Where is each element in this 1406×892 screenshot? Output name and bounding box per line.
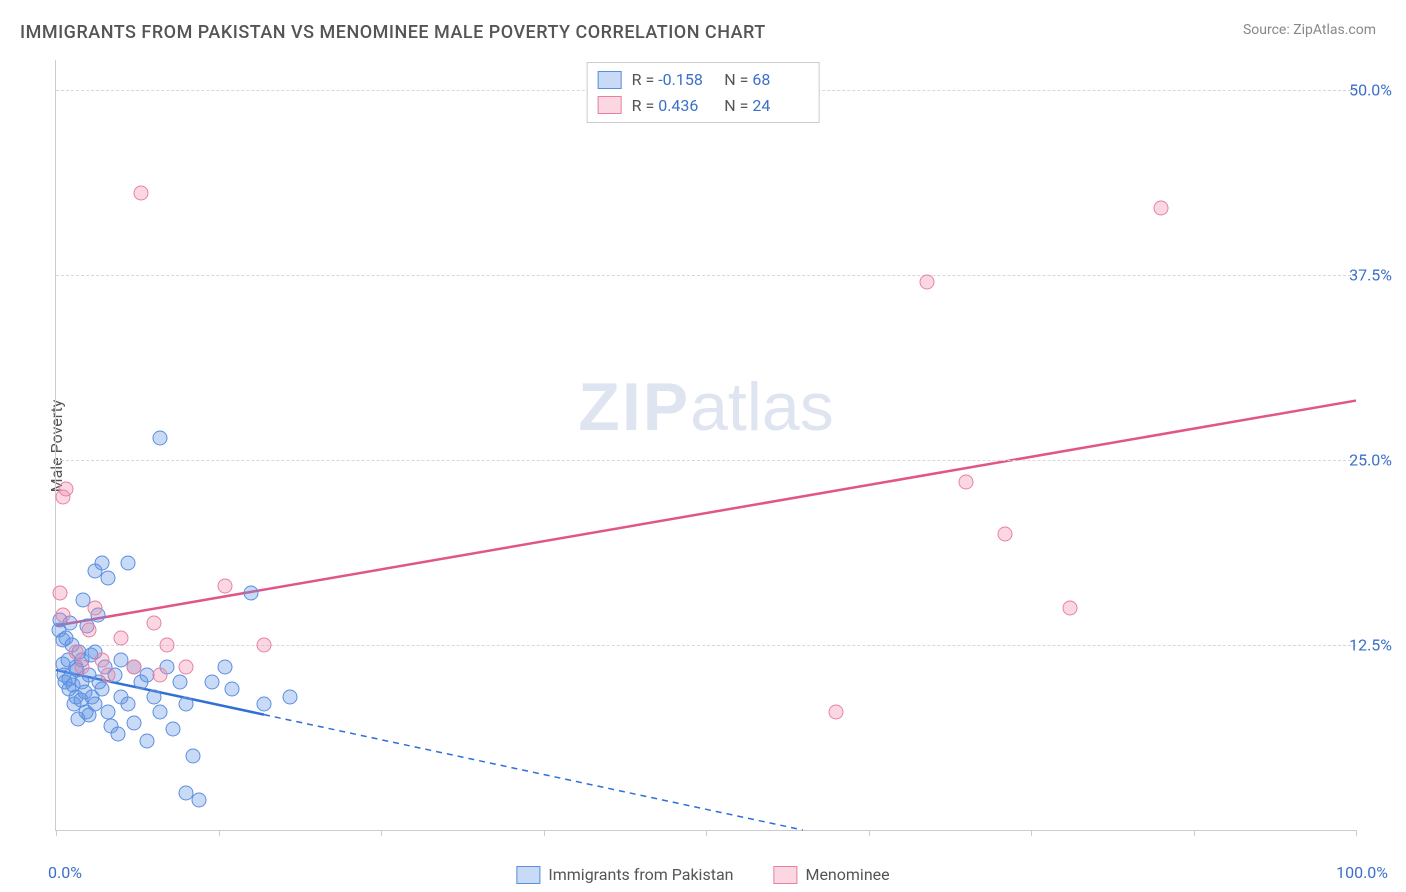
trend-lines [56,60,1356,830]
legend-label: Immigrants from Pakistan [548,865,733,884]
data-point [52,586,67,601]
legend-r-label: R = -0.158 [632,67,715,93]
data-point [146,615,161,630]
data-point [94,652,109,667]
data-point [257,637,272,652]
data-point [55,608,70,623]
data-point [101,667,116,682]
legend-label: Menominee [805,865,889,884]
legend-row: R = -0.158 N = 68 [598,67,809,93]
data-point [114,630,129,645]
data-point [140,734,155,749]
data-point [224,682,239,697]
data-point [127,660,142,675]
data-point [179,697,194,712]
legend-n-label: N = 68 [724,67,808,93]
data-point [120,556,135,571]
chart-title: IMMIGRANTS FROM PAKISTAN VS MENOMINEE MA… [20,22,766,43]
x-tick [706,830,707,836]
legend-row: R = 0.436 N = 24 [598,93,809,119]
x-tick [381,830,382,836]
data-point [153,667,168,682]
data-point [205,674,220,689]
data-point [218,578,233,593]
data-point [101,704,116,719]
data-point [81,623,96,638]
y-tick-label: 12.5% [1349,635,1392,654]
gridline [56,645,1356,646]
data-point [998,526,1013,541]
x-tick-right: 100.0% [1336,863,1388,882]
data-point [88,600,103,615]
data-point [920,275,935,290]
data-point [257,697,272,712]
x-tick [544,830,545,836]
data-point [166,722,181,737]
legend-swatch [773,866,797,884]
data-point [185,748,200,763]
data-point [829,704,844,719]
data-point [153,430,168,445]
data-point [244,586,259,601]
legend-swatch [598,96,622,114]
data-point [179,660,194,675]
legend-n-label: N = 24 [724,93,808,119]
data-point [283,689,298,704]
legend-r-label: R = 0.436 [632,93,715,119]
data-point [146,689,161,704]
data-point [153,704,168,719]
data-point [192,793,207,808]
gridline [56,460,1356,461]
y-tick-label: 25.0% [1349,450,1392,469]
data-point [94,556,109,571]
y-tick-label: 50.0% [1349,80,1392,99]
correlation-legend: R = -0.158 N = 68 R = 0.436 N = 24 [587,62,820,123]
source-attribution: Source: ZipAtlas.com [1243,22,1376,38]
y-tick-label: 37.5% [1349,265,1392,284]
x-tick [1194,830,1195,836]
data-point [127,716,142,731]
x-tick [1356,830,1357,836]
x-tick-left: 0.0% [48,863,82,882]
data-point [101,571,116,586]
legend-item: Menominee [773,865,889,884]
data-point [1063,600,1078,615]
legend-swatch [516,866,540,884]
series-legend: Immigrants from Pakistan Menominee [516,865,889,884]
data-point [111,726,126,741]
data-point [75,660,90,675]
data-point [59,482,74,497]
plot-area: ZIPatlas [55,60,1356,831]
data-point [1154,201,1169,216]
x-tick [1031,830,1032,836]
data-point [218,660,233,675]
x-tick [219,830,220,836]
legend-item: Immigrants from Pakistan [516,865,733,884]
data-point [68,645,83,660]
data-point [159,637,174,652]
x-tick [56,830,57,836]
trend-line-dashed [264,715,803,830]
data-point [959,475,974,490]
legend-swatch [598,71,622,89]
data-point [120,697,135,712]
gridline [56,275,1356,276]
x-tick [869,830,870,836]
data-point [94,682,109,697]
data-point [133,186,148,201]
data-point [172,674,187,689]
